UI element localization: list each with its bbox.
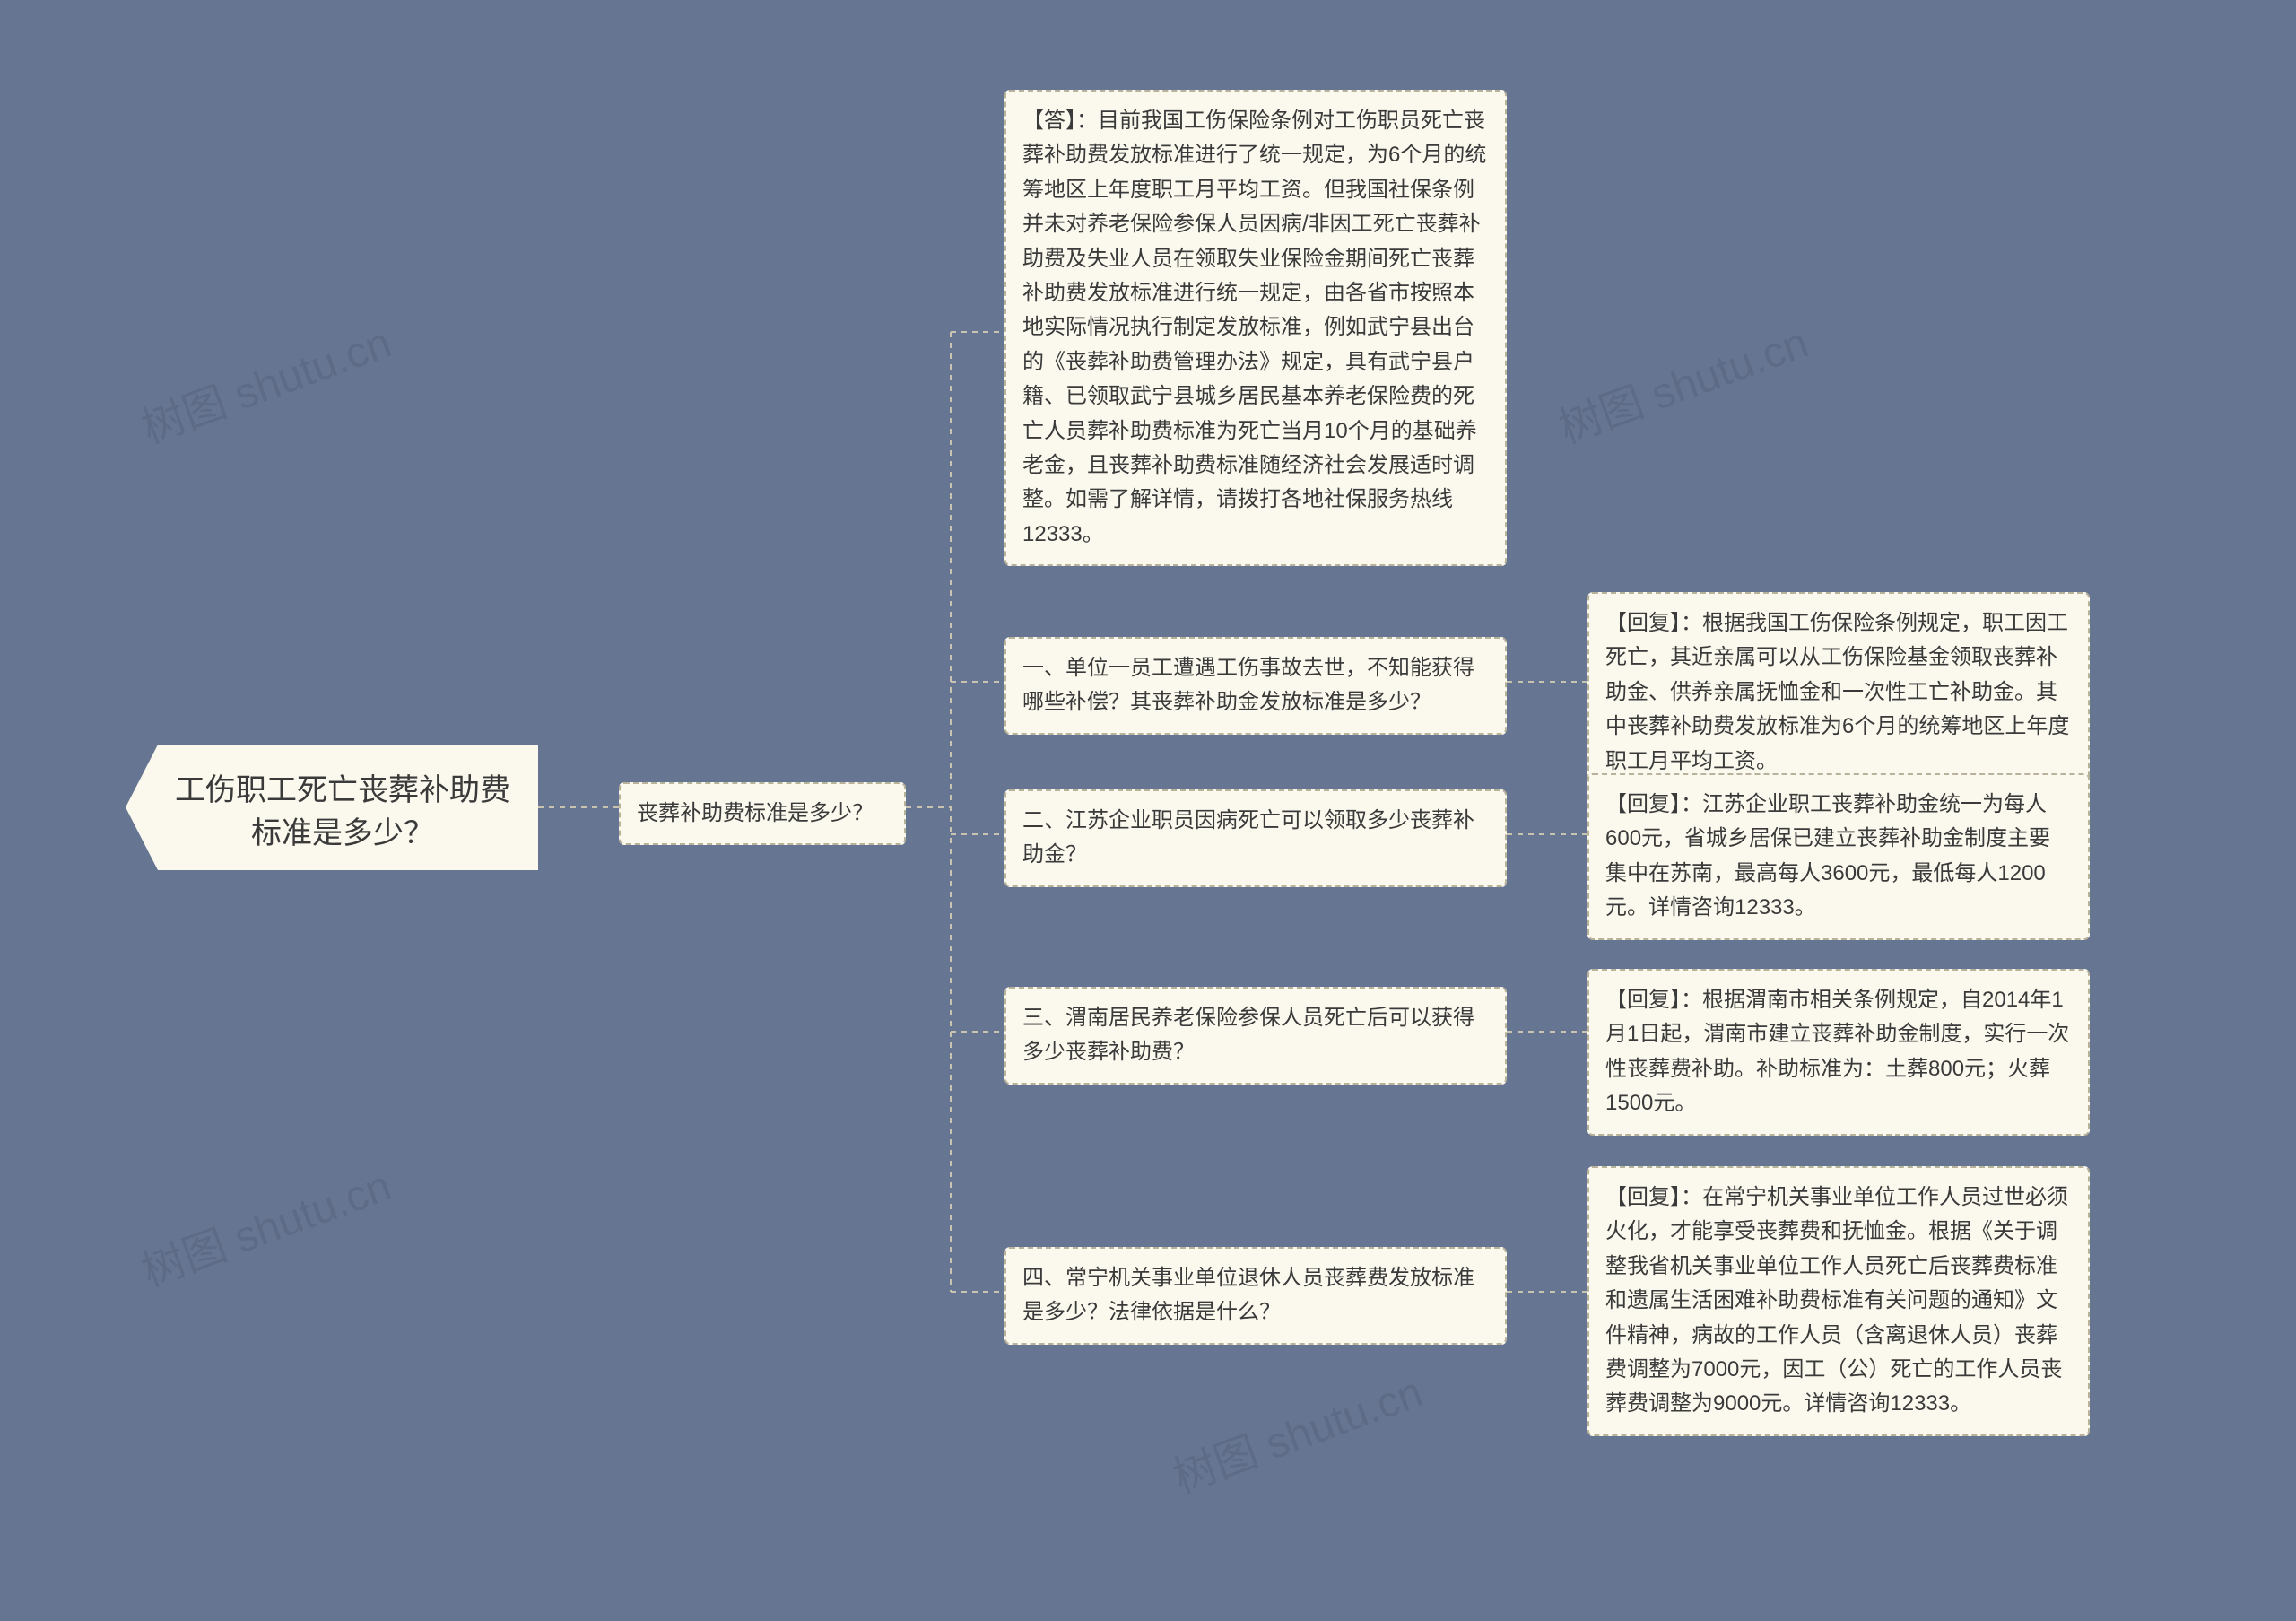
- answer-text: 【答】：目前我国工伤保险条例对工伤职员死亡丧葬补助费发放标准进行了统一规定，为6…: [1022, 109, 1486, 546]
- q4-reply-node: 【回复】：在常宁机关事业单位工作人员过世必须火化，才能享受丧葬费和抚恤金。根据《…: [1587, 1166, 2090, 1436]
- q4-node: 四、常宁机关事业单位退休人员丧葬费发放标准是多少？法律依据是什么？: [1004, 1247, 1507, 1345]
- q3-text: 三、渭南居民养老保险参保人员死亡后可以获得多少丧葬补助费？: [1022, 1006, 1474, 1064]
- q1-text: 一、单位一员工遭遇工伤事故去世，不知能获得哪些补偿？其丧葬补助金发放标准是多少？: [1022, 656, 1474, 714]
- root-node: 工伤职工死亡丧葬补助费 标准是多少？: [126, 745, 538, 870]
- level1-node: 丧葬补助费标准是多少？: [619, 782, 906, 845]
- q3-reply-text: 【回复】：根据渭南市相关条例规定，自2014年1月1日起，渭南市建立丧葬补助金制…: [1605, 988, 2069, 1115]
- q2-text: 二、江苏企业职员因病死亡可以领取多少丧葬补助金？: [1022, 808, 1474, 867]
- q3-node: 三、渭南居民养老保险参保人员死亡后可以获得多少丧葬补助费？: [1004, 987, 1507, 1085]
- level1-label: 丧葬补助费标准是多少？: [637, 801, 874, 825]
- q1-node: 一、单位一员工遭遇工伤事故去世，不知能获得哪些补偿？其丧葬补助金发放标准是多少？: [1004, 637, 1507, 735]
- watermark: 树图 shutu.cn: [132, 307, 398, 455]
- q2-node: 二、江苏企业职员因病死亡可以领取多少丧葬补助金？: [1004, 789, 1507, 887]
- q4-reply-text: 【回复】：在常宁机关事业单位工作人员过世必须火化，才能享受丧葬费和抚恤金。根据《…: [1605, 1185, 2068, 1416]
- watermark: 树图 shutu.cn: [1163, 1356, 1430, 1504]
- root-title: 工伤职工死亡丧葬补助费 标准是多少？: [126, 745, 538, 880]
- watermark: 树图 shutu.cn: [1549, 307, 1815, 455]
- q4-text: 四、常宁机关事业单位退休人员丧葬费发放标准是多少？法律依据是什么？: [1022, 1266, 1474, 1324]
- q1-reply-text: 【回复】：根据我国工伤保险条例规定，职工因工死亡，其近亲属可以从工伤保险基金领取…: [1605, 611, 2069, 773]
- q2-reply-node: 【回复】：江苏企业职工丧葬补助金统一为每人600元，省城乡居保已建立丧葬补助金制…: [1587, 773, 2090, 940]
- answer-node: 【答】：目前我国工伤保险条例对工伤职员死亡丧葬补助费发放标准进行了统一规定，为6…: [1004, 90, 1507, 566]
- q2-reply-text: 【回复】：江苏企业职工丧葬补助金统一为每人600元，省城乡居保已建立丧葬补助金制…: [1605, 792, 2050, 919]
- q3-reply-node: 【回复】：根据渭南市相关条例规定，自2014年1月1日起，渭南市建立丧葬补助金制…: [1587, 969, 2090, 1136]
- watermark: 树图 shutu.cn: [132, 1150, 398, 1298]
- q1-reply-node: 【回复】：根据我国工伤保险条例规定，职工因工死亡，其近亲属可以从工伤保险基金领取…: [1587, 592, 2090, 793]
